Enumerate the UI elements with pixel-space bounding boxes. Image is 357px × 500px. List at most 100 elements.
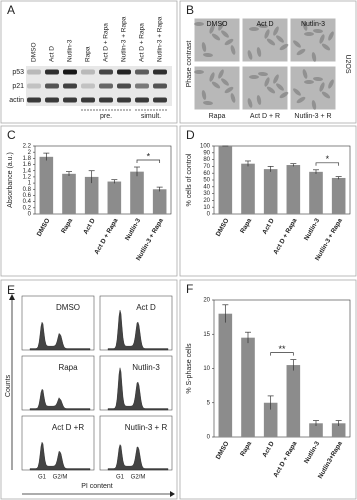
cell [211,33,221,41]
cell [296,48,306,56]
bar [107,181,122,214]
x-axis-label: PI content [81,483,113,490]
image-label: Act D [256,21,273,28]
significance-bracket [136,159,161,164]
significance-label: * [147,151,151,161]
plot-label: Nutlin-3 [132,363,160,372]
y-tick-label: 2 [28,150,32,156]
y-tick-label: 1.8 [23,156,32,162]
cell [230,93,236,103]
bar [331,177,346,214]
y-tick-label: 0 [28,212,32,218]
cell [258,23,268,29]
cell [201,42,207,52]
bar [84,176,99,214]
bar [241,163,255,214]
histogram [107,367,169,411]
panel-letter: D [186,128,195,142]
bar [39,156,54,214]
y-tick-label: 10 [203,205,210,211]
y-tick-label: 50 [203,178,210,184]
band [99,97,113,103]
g2m-label: G2/M [131,475,146,481]
cell [321,43,331,51]
cell [249,75,259,79]
y-tick-label: 20 [203,298,210,304]
significance-label: * [326,154,330,164]
y-tick-label: 0 [207,212,211,218]
plot-label: Act D [136,303,156,312]
cell [194,70,204,74]
cell [313,76,323,82]
arrow-head [170,491,175,497]
y-tick-label: 80 [203,157,210,163]
panel-letter: F [186,282,193,296]
bar [130,171,144,214]
lane-label: Act D + Rapa [139,23,146,62]
band [117,69,131,75]
band [135,97,149,103]
cell-line: U2OS [344,54,351,73]
cell [293,40,301,48]
group-label: simult. [141,113,161,120]
bar [309,171,323,214]
cell [276,83,284,91]
band [135,69,149,75]
lane-label: Act D [49,46,56,62]
cell [304,32,314,36]
cell [319,82,325,92]
y-tick-label: 0.4 [23,199,32,205]
row-label: actin [9,97,24,104]
histogram [107,310,169,351]
cell [273,26,279,36]
panel-letter: E [7,283,15,297]
y-tick-label: 90 [203,150,210,156]
significance-bracket [315,162,340,166]
band [45,83,59,89]
cell [247,98,253,108]
band [45,69,59,75]
bar [218,146,233,214]
y-tick-label: 0.6 [23,193,32,199]
cell [203,100,213,106]
cell [321,91,331,99]
y-tick-label: 1.6 [23,162,32,168]
band [153,83,167,89]
cell [264,77,270,87]
plot-label: Rapa [58,363,78,372]
cell [319,34,325,44]
cell [279,43,289,51]
y-tick-label: 1.2 [23,174,32,180]
bar [286,165,301,214]
lane-label: Nutlin-3 + Rapa [157,16,164,62]
row-label: p21 [12,83,24,90]
bar [331,423,346,437]
bar [263,169,278,214]
arrow-head [9,294,15,300]
histogram [107,444,169,471]
cell [221,30,229,38]
cell [249,27,259,31]
cell [224,86,234,94]
band [81,97,95,103]
band [27,69,41,75]
y-tick-label: 100 [200,144,211,150]
y-tick-label: 40 [203,184,210,190]
band [45,97,59,103]
cell [209,24,215,34]
significance-bracket [270,352,294,356]
cell [311,52,317,62]
y-tick-label: 10 [203,366,210,372]
y-tick-label: 15 [203,332,210,338]
cell [221,78,229,86]
cell [266,86,276,94]
y-axis-label: Counts [5,374,12,397]
cell [296,96,306,104]
cell [230,45,236,55]
y-tick-label: 1 [28,181,32,187]
g1-label: G1 [116,475,125,481]
cell [266,38,276,46]
panel-letter: B [186,3,194,17]
